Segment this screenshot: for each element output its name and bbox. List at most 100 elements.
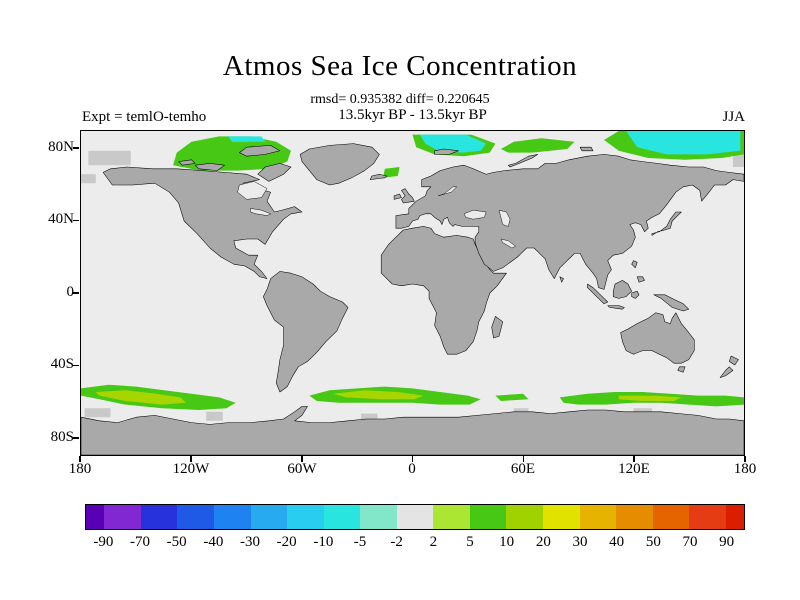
new-zealand-north <box>728 355 739 366</box>
y-axis-tick <box>73 147 79 149</box>
world-map <box>81 131 744 455</box>
colorbar-tick-label: 2 <box>429 534 438 550</box>
colorbar-segments <box>86 505 745 529</box>
x-axis-tick <box>633 456 635 462</box>
season-label: JJA <box>722 109 745 125</box>
colorbar-tick-label: 10 <box>499 534 515 550</box>
colorbar-segment <box>396 505 434 529</box>
colorbar-tick-label: 40 <box>609 534 625 550</box>
colorbar-tick-label: 5 <box>466 534 474 550</box>
severnaya-zemlya <box>579 146 594 152</box>
caspian-sea <box>498 209 511 227</box>
colorbar-segment <box>469 505 507 529</box>
colorbar-segment <box>506 505 544 529</box>
x-axis-tick <box>744 456 746 462</box>
colorbar-segment <box>177 505 214 529</box>
y-axis-label: 40S <box>50 356 74 372</box>
x-axis-label: 60W <box>287 461 317 477</box>
colorbar-segment <box>323 505 361 529</box>
new-guinea <box>653 294 690 312</box>
victoria-island <box>194 163 225 171</box>
colorbar-segment <box>579 505 617 529</box>
colorbar-tick-label: -50 <box>166 534 187 550</box>
colorbar-tick-label: 30 <box>572 534 588 550</box>
colorbar-tick-label: -2 <box>390 534 403 550</box>
africa <box>380 226 507 355</box>
new-zealand-south <box>719 366 734 378</box>
svalbard <box>434 148 459 155</box>
baltic-sea <box>438 186 458 197</box>
black-sea <box>463 209 487 220</box>
colorbar-tick-label: 50 <box>645 534 661 550</box>
antarctica <box>81 406 744 455</box>
x-axis-label: 120W <box>172 461 210 477</box>
y-axis-tick <box>73 292 79 294</box>
java <box>607 305 625 310</box>
colorbar-tick-label: -20 <box>276 534 297 550</box>
novaya-zemlya <box>507 154 539 168</box>
colorbar-segment <box>250 505 288 529</box>
borneo <box>612 280 632 299</box>
map-frame <box>80 130 745 456</box>
x-axis-label: 180 <box>733 461 757 477</box>
colorbar-segment <box>140 505 178 529</box>
colorbar-tick-labels: -90 -70 -50 -40 -30 -20 -10 -5 -2 2 5 10 20 30 40 50 70 9… <box>85 534 745 552</box>
experiment-label: Expt = temlO-temho <box>82 109 207 125</box>
britain <box>401 188 415 204</box>
japan <box>651 211 682 236</box>
y-axis-label: 80N <box>48 139 74 155</box>
colorbar-segment <box>104 505 141 529</box>
sri-lanka <box>559 276 564 283</box>
y-axis-tick <box>73 364 79 367</box>
eurasia <box>395 154 744 290</box>
colorbar-segment <box>213 505 251 529</box>
x-axis-tick <box>190 456 192 462</box>
madagascar <box>491 316 504 339</box>
stats-line: rmsd= 0.935382 diff= 0.220645 <box>310 92 490 107</box>
colorbar-segment <box>543 505 580 529</box>
colorbar-tick-label: -40 <box>203 534 224 550</box>
x-axis-tick <box>522 456 525 462</box>
colorbar-tick-label: -30 <box>240 534 260 550</box>
x-axis-label: 0 <box>408 461 416 477</box>
colorbar-segment <box>616 505 653 529</box>
colorbar-segment <box>725 505 745 529</box>
anomaly-patches <box>81 131 744 410</box>
sumatra <box>587 283 608 305</box>
x-axis-label: 180 <box>68 461 92 477</box>
y-axis-label: 40N <box>48 211 74 227</box>
x-axis-tick <box>301 456 303 462</box>
colorbar-tick-label: -90 <box>93 534 114 550</box>
inland-seas <box>237 181 517 249</box>
period-label: 13.5kyr BP - 13.5kyr BP <box>338 107 487 123</box>
sulawesi <box>631 290 640 299</box>
australia <box>620 312 695 364</box>
plot-title: Atmos Sea Ice Concentration <box>222 50 578 82</box>
luzon <box>631 260 638 269</box>
colorbar-tick-label: -5 <box>353 534 367 550</box>
colorbar-tick-label: -10 <box>313 534 334 550</box>
mindanao <box>636 276 645 283</box>
hudson-bay <box>237 181 268 200</box>
colorbar-segment <box>433 505 470 529</box>
greenland <box>299 143 380 186</box>
baffin-island <box>257 163 292 182</box>
colorbar <box>85 504 745 530</box>
x-axis-tick <box>411 456 414 462</box>
ellesmere-island <box>239 145 281 157</box>
colorbar-tick-label: 70 <box>682 534 698 550</box>
x-axis-label: 120E <box>618 461 650 477</box>
colorbar-segment <box>86 505 105 529</box>
persian-gulf <box>500 238 517 249</box>
ireland <box>393 193 402 200</box>
y-axis-label: 80S <box>50 429 74 445</box>
y-axis-tick <box>73 219 79 222</box>
great-lakes <box>250 208 272 216</box>
colorbar-tick-label: 90 <box>719 534 735 550</box>
colorbar-segment <box>689 505 726 529</box>
y-axis-label: 0 <box>66 284 75 300</box>
south-america <box>263 271 349 393</box>
iceland <box>369 173 387 180</box>
x-axis-label: 60E <box>510 461 536 477</box>
y-axis-tick <box>73 437 79 439</box>
